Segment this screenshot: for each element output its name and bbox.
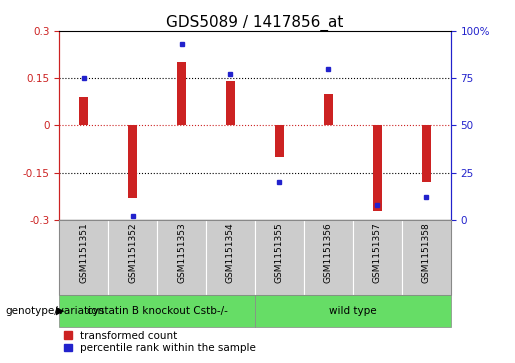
Bar [59, 220, 108, 295]
Text: GSM1151353: GSM1151353 [177, 222, 186, 283]
Bar [373, 126, 382, 211]
Text: cystatin B knockout Cstb-/-: cystatin B knockout Cstb-/- [87, 306, 228, 316]
Bar [79, 97, 88, 126]
Text: GSM1151356: GSM1151356 [324, 222, 333, 283]
Bar [255, 220, 304, 295]
Bar [422, 126, 431, 182]
Text: GSM1151357: GSM1151357 [373, 222, 382, 283]
Bar [59, 295, 255, 327]
Bar [275, 126, 284, 157]
Text: GSM1151351: GSM1151351 [79, 222, 88, 283]
Text: GSM1151354: GSM1151354 [226, 222, 235, 283]
Text: GSM1151355: GSM1151355 [275, 222, 284, 283]
Bar [128, 126, 137, 198]
Title: GDS5089 / 1417856_at: GDS5089 / 1417856_at [166, 15, 344, 31]
Bar [177, 62, 186, 126]
Bar [226, 81, 235, 126]
Text: GSM1151352: GSM1151352 [128, 222, 137, 283]
Bar [402, 220, 451, 295]
Bar [206, 220, 255, 295]
Bar [304, 220, 353, 295]
Text: wild type: wild type [329, 306, 376, 316]
Text: GSM1151358: GSM1151358 [422, 222, 431, 283]
Bar [353, 220, 402, 295]
Text: ▶: ▶ [56, 306, 64, 316]
Text: genotype/variation: genotype/variation [5, 306, 104, 316]
Bar [108, 220, 157, 295]
Bar [255, 295, 451, 327]
Bar [324, 94, 333, 126]
Bar [157, 220, 206, 295]
Legend: transformed count, percentile rank within the sample: transformed count, percentile rank withi… [64, 331, 256, 353]
